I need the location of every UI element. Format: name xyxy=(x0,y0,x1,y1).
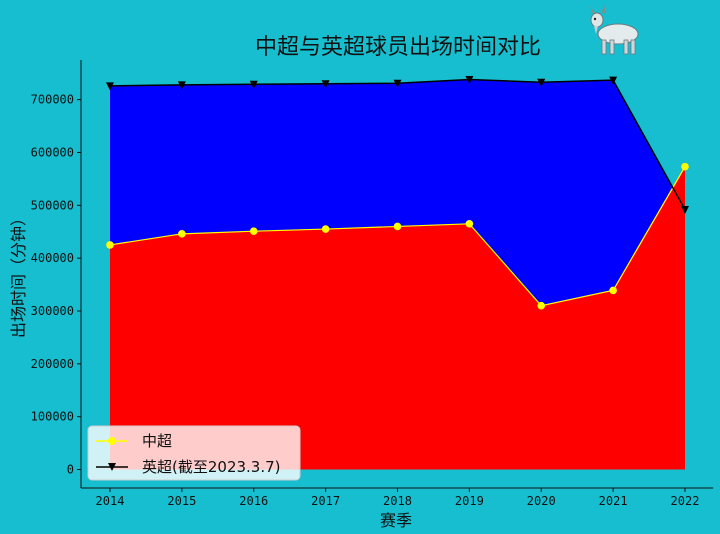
point-1-7 xyxy=(609,76,618,85)
legend-label-cs: 中超 xyxy=(142,432,172,450)
y-tick-label-3: 300000 xyxy=(31,304,74,318)
y-tick-label-1: 100000 xyxy=(31,410,74,424)
point-1-3 xyxy=(321,80,330,89)
chart-title: 中超与英超球员出场时间对比 xyxy=(255,35,541,60)
y-tick-label-6: 600000 xyxy=(31,145,74,159)
point-0-7 xyxy=(609,286,617,295)
x-tick-label-8: 2022 xyxy=(671,494,700,508)
point-0-5 xyxy=(465,220,474,228)
point-1-2 xyxy=(249,80,258,89)
point-0-1 xyxy=(178,230,186,238)
x-tick-label-5: 2019 xyxy=(455,494,484,508)
point-0-3 xyxy=(321,225,330,233)
x-tick-label-4: 2018 xyxy=(383,494,412,508)
y-axis-label: 出场时间（分钟） xyxy=(9,210,28,338)
goat-icon xyxy=(590,5,639,55)
point-1-0 xyxy=(106,82,114,91)
y-ticks: 0 100000 200000 300000 400000 500000 600000 700… xyxy=(31,93,81,477)
area-cs xyxy=(110,166,685,470)
legend-box xyxy=(87,425,301,481)
area-epl xyxy=(110,79,685,306)
y-tick-label-5: 500000 xyxy=(31,198,74,212)
x-tick-label-7: 2021 xyxy=(599,494,628,508)
legend-marker-cs xyxy=(108,437,116,445)
point-1-1 xyxy=(177,81,186,90)
x-tick-label-3: 2017 xyxy=(311,494,340,508)
point-1-4 xyxy=(393,79,402,88)
point-1-8 xyxy=(681,206,689,215)
legend-marker-epl xyxy=(108,463,116,471)
legend-label-epl: 英超(截至2023.3.7) xyxy=(142,458,281,476)
y-tick-label-0: 0 xyxy=(67,463,74,477)
point-0-8 xyxy=(681,162,689,171)
legend: 中超 英超(截至2023.3.7) xyxy=(87,425,301,481)
point-1-5 xyxy=(465,76,474,85)
point-0-2 xyxy=(249,227,258,235)
point-0-0 xyxy=(106,241,114,249)
y-tick-label-2: 200000 xyxy=(31,357,74,371)
y-tick-label-7: 700000 xyxy=(31,93,74,107)
point-0-4 xyxy=(393,222,402,231)
x-ticks: 2014 2015 2016 2017 2018 2019 2020 2021 2022 xyxy=(96,488,700,508)
x-axis-label: 赛季 xyxy=(380,511,412,530)
y-tick-label-4: 400000 xyxy=(31,251,74,265)
point-1-6 xyxy=(537,78,546,87)
point-0-6 xyxy=(537,301,546,310)
x-tick-label-0: 2014 xyxy=(96,494,125,508)
x-tick-label-6: 2020 xyxy=(527,494,556,508)
x-tick-label-1: 2015 xyxy=(167,494,196,508)
plot-area xyxy=(106,76,689,470)
x-tick-label-2: 2016 xyxy=(239,494,268,508)
